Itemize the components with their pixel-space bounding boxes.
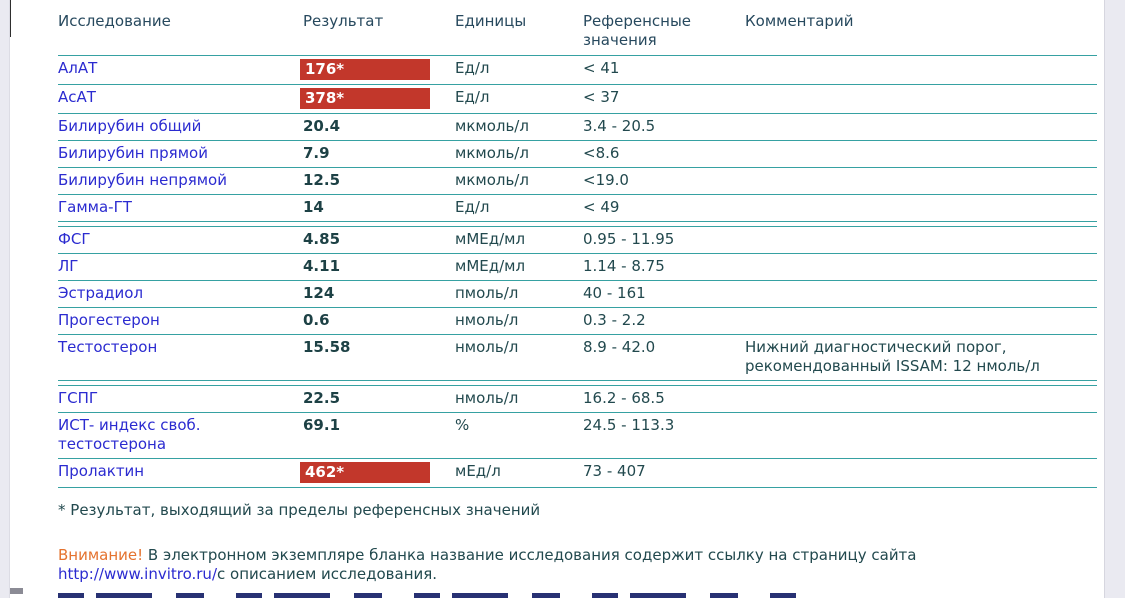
result-value: 22.5: [303, 389, 341, 407]
result-value: 20.4: [303, 117, 341, 135]
table-row: Эстрадиол 124 пмоль/л 40 - 161: [58, 281, 1097, 308]
result-value: 12.5: [303, 171, 341, 189]
attention-text-tail: с описанием исследования.: [217, 565, 438, 583]
result-value: 14: [303, 198, 324, 216]
reference-range: < 49: [583, 198, 620, 216]
test-name-link[interactable]: Тестостерон: [58, 338, 158, 356]
result-value: 462*: [300, 462, 455, 483]
table-row: ЛГ 4.11 мМЕд/мл 1.14 - 8.75: [58, 254, 1097, 281]
table-row: ГСПГ 22.5 нмоль/л 16.2 - 68.5: [58, 386, 1097, 413]
test-name-link[interactable]: ГСПГ: [58, 389, 99, 407]
right-gutter: [1104, 0, 1125, 598]
table-row: Гамма-ГТ 14 Ед/л < 49: [58, 195, 1097, 222]
column-header-study: Исследование: [58, 12, 171, 30]
reference-range: 0.3 - 2.2: [583, 311, 646, 329]
test-name-link[interactable]: Пролактин: [58, 462, 145, 480]
test-name-link[interactable]: Прогестерон: [58, 311, 160, 329]
attention-text: В электронном экземпляре бланка название…: [143, 546, 917, 564]
table-row: Билирубин прямой 7.9 мкмоль/л <8.6: [58, 141, 1097, 168]
result-value: 7.9: [303, 144, 330, 162]
units-value: мкмоль/л: [455, 171, 529, 189]
test-name-link[interactable]: Гамма-ГТ: [58, 198, 132, 216]
units-value: нмоль/л: [455, 311, 519, 329]
table-row: Прогестерон 0.6 нмоль/л 0.3 - 2.2: [58, 308, 1097, 335]
attention-note: Внимание! В электронном экземпляре бланк…: [58, 546, 1075, 584]
column-header-comment: Комментарий: [745, 12, 854, 30]
units-value: %: [455, 416, 470, 434]
column-header-result: Результат: [303, 12, 384, 30]
result-value: 4.11: [303, 257, 341, 275]
column-header-units: Единицы: [455, 12, 527, 30]
units-value: Ед/л: [455, 88, 490, 106]
reference-range: 0.95 - 11.95: [583, 230, 675, 248]
reference-range: 8.9 - 42.0: [583, 338, 656, 356]
section-separator: [58, 381, 1097, 386]
table-row: ИСТ- индекс своб. тестостерона 69.1 % 24…: [58, 413, 1097, 459]
cut-off-text-fragment: [58, 593, 800, 598]
units-value: мЕд/л: [455, 462, 501, 480]
result-value: 15.58: [303, 338, 351, 356]
test-name-link[interactable]: ФСГ: [58, 230, 91, 248]
result-value: 124: [303, 284, 335, 302]
left-gutter: [0, 0, 10, 598]
units-value: мМЕд/мл: [455, 230, 526, 248]
result-value: 378*: [300, 88, 455, 109]
reference-range: < 37: [583, 88, 620, 106]
reference-range: 73 - 407: [583, 462, 646, 480]
table-row: Тестостерон 15.58 нмоль/л 8.9 - 42.0 Ниж…: [58, 335, 1097, 381]
reference-range: 24.5 - 113.3: [583, 416, 675, 434]
test-name-link[interactable]: АлАТ: [58, 59, 98, 77]
test-name-link[interactable]: Билирубин непрямой: [58, 171, 227, 189]
table-row: Билирубин непрямой 12.5 мкмоль/л <19.0: [58, 168, 1097, 195]
test-name-link[interactable]: Билирубин общий: [58, 117, 202, 135]
attention-label: Внимание!: [58, 546, 144, 564]
test-name-link[interactable]: Билирубин прямой: [58, 144, 208, 162]
result-value: 0.6: [303, 311, 330, 329]
reference-range: <8.6: [583, 144, 620, 162]
reference-range: 1.14 - 8.75: [583, 257, 665, 275]
result-value: 4.85: [303, 230, 341, 248]
units-value: мкмоль/л: [455, 144, 529, 162]
table-row: Пролактин 462* мЕд/л 73 - 407: [58, 459, 1097, 488]
table-row: ФСГ 4.85 мМЕд/мл 0.95 - 11.95: [58, 227, 1097, 254]
test-name-link[interactable]: Эстрадиол: [58, 284, 144, 302]
units-value: нмоль/л: [455, 389, 519, 407]
reference-range: 40 - 161: [583, 284, 646, 302]
test-name-link[interactable]: ИСТ- индекс своб. тестостерона: [58, 416, 201, 453]
result-value: 69.1: [303, 416, 341, 434]
units-value: мкмоль/л: [455, 117, 529, 135]
table-header-row: Исследование Результат Единицы Референсн…: [58, 0, 1097, 56]
corner-mark: [10, 588, 23, 594]
out-of-range-footnote: * Результат, выходящий за пределы рефере…: [58, 501, 541, 519]
reference-range: <19.0: [583, 171, 629, 189]
comment-text: Нижний диагностический порог, рекомендов…: [745, 338, 1040, 375]
reference-range: 16.2 - 68.5: [583, 389, 665, 407]
units-value: Ед/л: [455, 198, 490, 216]
section-separator: [58, 222, 1097, 227]
reference-range: < 41: [583, 59, 620, 77]
invitro-site-link[interactable]: http://www.invitro.ru/: [58, 565, 217, 583]
column-header-reference: Референсные значения: [583, 12, 692, 49]
result-value: 176*: [300, 59, 455, 80]
table-body: АлАТ 176* Ед/л < 41 АсАТ 378* Ед/л < 37 …: [58, 56, 1097, 488]
report-page: Исследование Результат Единицы Референсн…: [11, 0, 1103, 598]
reference-range: 3.4 - 20.5: [583, 117, 656, 135]
units-value: Ед/л: [455, 59, 490, 77]
table-row: Билирубин общий 20.4 мкмоль/л 3.4 - 20.5: [58, 114, 1097, 141]
table-row: АсАТ 378* Ед/л < 37: [58, 85, 1097, 114]
table-row: АлАТ 176* Ед/л < 41: [58, 56, 1097, 85]
results-table: Исследование Результат Единицы Референсн…: [58, 0, 1097, 488]
test-name-link[interactable]: АсАТ: [58, 88, 96, 106]
units-value: нмоль/л: [455, 338, 519, 356]
units-value: мМЕд/мл: [455, 257, 526, 275]
test-name-link[interactable]: ЛГ: [58, 257, 79, 275]
units-value: пмоль/л: [455, 284, 519, 302]
